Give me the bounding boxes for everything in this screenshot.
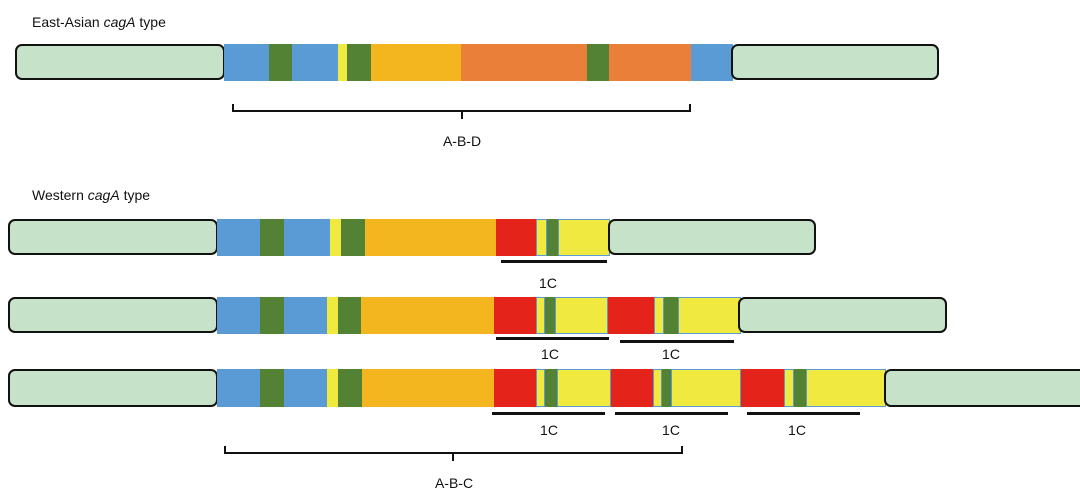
- w1-segment-blue: [284, 219, 330, 256]
- w1-segment-yellow: [536, 219, 547, 256]
- w3-segment-yellow: [327, 369, 338, 407]
- w3-repeat-label-3: 1C: [788, 422, 806, 438]
- w3-segment-yellow: [784, 369, 794, 407]
- w2-segment-yellow: [327, 297, 338, 334]
- w2-segment-yellow: [654, 297, 664, 334]
- w1-segment-green: [260, 219, 284, 256]
- east-segment-yellow: [338, 44, 347, 81]
- east-segment-blue: [224, 44, 269, 81]
- western-title: Western cagA type: [32, 187, 150, 203]
- w3-segment-yellow: [653, 369, 662, 407]
- w2-repeat-label-1: 1C: [541, 346, 559, 362]
- w2-c-terminal: [738, 297, 947, 333]
- w3-segment-red: [611, 369, 653, 407]
- w2-segment-yellow: [536, 297, 545, 334]
- w1-segment-gold: [365, 219, 496, 256]
- east-segment-blue: [292, 44, 338, 81]
- w3-segment-green: [662, 369, 671, 407]
- w1-segment-red: [496, 219, 536, 256]
- w3-segment-blue: [217, 369, 260, 407]
- east-title-prefix: East-Asian: [32, 14, 104, 30]
- w2-segment-green: [338, 297, 361, 334]
- w3-segment-gold: [362, 369, 494, 407]
- w3-segment-yellow: [671, 369, 741, 407]
- abd-label: A-B-D: [442, 133, 482, 149]
- w3-repeat-underline-1: [492, 412, 605, 415]
- w3-c-terminal: [884, 369, 1080, 407]
- w3-segment-green: [260, 369, 284, 407]
- w1-c-terminal: [608, 219, 816, 255]
- w3-segment-green: [545, 369, 557, 407]
- w1-repeat-underline: [501, 260, 607, 263]
- w1-segment-yellow: [558, 219, 610, 256]
- east-segment-orange: [609, 44, 691, 81]
- w1-repeat-label: 1C: [539, 275, 557, 291]
- w3-segment-red: [741, 369, 784, 407]
- east-segment-orange: [461, 44, 587, 81]
- w1-segment-blue: [217, 219, 260, 256]
- w3-segment-green: [794, 369, 806, 407]
- w2-segment-green: [664, 297, 678, 334]
- west-title-prefix: Western: [32, 187, 88, 203]
- w2-repeat-label-2: 1C: [662, 346, 680, 362]
- w3-segment-yellow: [536, 369, 545, 407]
- east-n-terminal: [15, 44, 225, 80]
- w3-segment-blue: [284, 369, 327, 407]
- east-segment-green: [587, 44, 609, 81]
- w3-segment-green: [338, 369, 362, 407]
- w3-repeat-underline-3: [747, 412, 860, 415]
- east-segment-green: [269, 44, 292, 81]
- w3-repeat-label-1: 1C: [540, 422, 558, 438]
- w2-segment-yellow: [678, 297, 741, 334]
- w1-segment-green: [547, 219, 558, 256]
- east-segment-blue: [691, 44, 733, 81]
- w3-repeat-label-2: 1C: [662, 422, 680, 438]
- abc-label: A-B-C: [434, 475, 474, 491]
- w3-segment-red: [494, 369, 536, 407]
- w2-segment-blue: [217, 297, 260, 334]
- east-asian-title: East-Asian cagA type: [32, 14, 166, 30]
- east-c-terminal: [731, 44, 939, 80]
- w2-segment-red: [608, 297, 654, 334]
- abd-bracket-tick: [461, 111, 463, 119]
- w2-repeat-underline-2: [620, 340, 734, 343]
- w3-n-terminal: [8, 369, 218, 407]
- abc-bracket-tick: [452, 453, 454, 461]
- w1-segment-green: [341, 219, 365, 256]
- w3-segment-yellow: [806, 369, 886, 407]
- w2-repeat-underline-1: [496, 337, 609, 340]
- w1-n-terminal: [8, 219, 218, 255]
- w2-n-terminal: [8, 297, 218, 333]
- w2-segment-gold: [361, 297, 494, 334]
- w2-segment-blue: [284, 297, 327, 334]
- w2-segment-red: [494, 297, 536, 334]
- east-title-gene: cagA: [103, 14, 136, 30]
- w3-segment-yellow: [557, 369, 611, 407]
- east-title-suffix: type: [135, 14, 166, 30]
- west-title-gene: cagA: [87, 187, 120, 203]
- w2-segment-green: [260, 297, 284, 334]
- east-segment-gold: [371, 44, 461, 81]
- w2-segment-green: [545, 297, 555, 334]
- west-title-suffix: type: [119, 187, 151, 203]
- east-segment-green: [347, 44, 371, 81]
- w1-segment-yellow: [330, 219, 341, 256]
- w3-repeat-underline-2: [615, 412, 728, 415]
- w2-segment-yellow: [555, 297, 608, 334]
